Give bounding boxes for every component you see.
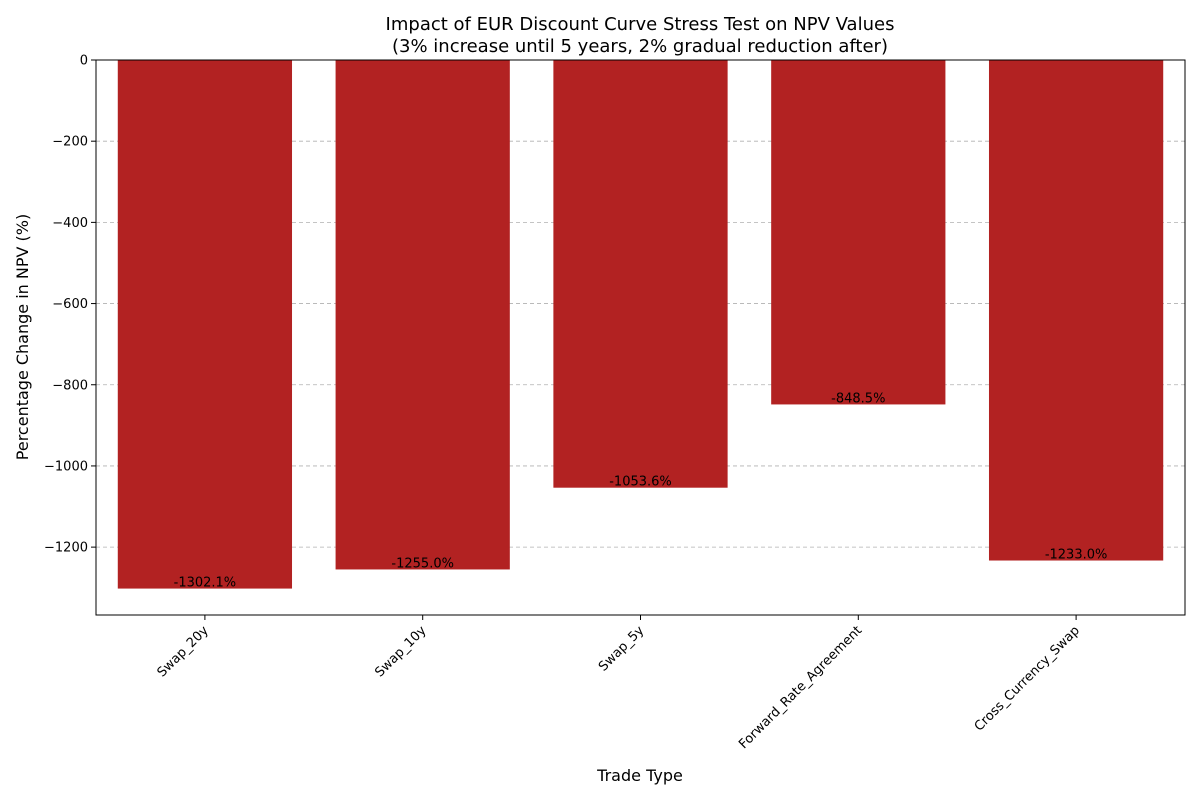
x-tick-label: Swap_10y bbox=[372, 623, 429, 680]
y-tick-label: −600 bbox=[52, 297, 88, 312]
bar-swap-5y bbox=[553, 60, 728, 488]
chart-title: Impact of EUR Discount Curve Stress Test… bbox=[386, 14, 895, 35]
x-tick-label: Forward_Rate_Agreement bbox=[736, 623, 865, 752]
data-label: -1053.6% bbox=[609, 475, 672, 490]
bar-cross-currency-swap bbox=[988, 60, 1164, 561]
y-tick-label: −800 bbox=[52, 378, 88, 393]
y-tick-label: 0 bbox=[80, 54, 88, 69]
y-tick-label: −400 bbox=[52, 216, 88, 231]
y-tick-label: −1000 bbox=[44, 459, 88, 474]
chart-subtitle: (3% increase until 5 years, 2% gradual r… bbox=[392, 36, 888, 57]
x-tick-label: Swap_5y bbox=[596, 623, 648, 675]
x-tick-label: Cross_Currency_Swap bbox=[972, 623, 1083, 734]
y-tick-label: −200 bbox=[52, 135, 88, 150]
y-axis-ticks: 0 −200 −400 −600 −800 −1000 −1200 bbox=[44, 54, 96, 556]
bar-swap-10y bbox=[335, 60, 510, 570]
bars bbox=[117, 60, 1164, 589]
y-axis-label: Percentage Change in NPV (%) bbox=[13, 214, 32, 460]
x-tick-label: Swap_20y bbox=[155, 623, 212, 680]
x-axis-label: Trade Type bbox=[596, 766, 683, 785]
data-label: -1302.1% bbox=[174, 576, 237, 591]
y-tick-label: −1200 bbox=[44, 541, 88, 556]
bar-swap-20y bbox=[117, 60, 293, 589]
bar-forward-rate-agreement bbox=[771, 60, 946, 405]
data-labels: -1302.1% -1255.0% -1053.6% -848.5% -1233.0% bbox=[174, 391, 1108, 590]
data-label: -1255.0% bbox=[391, 556, 454, 571]
x-axis-ticks: Swap_20y Swap_10y Swap_5y Forward_Rate_Agre… bbox=[155, 615, 1083, 752]
data-label: -848.5% bbox=[831, 391, 885, 406]
data-label: -1233.0% bbox=[1045, 548, 1108, 563]
